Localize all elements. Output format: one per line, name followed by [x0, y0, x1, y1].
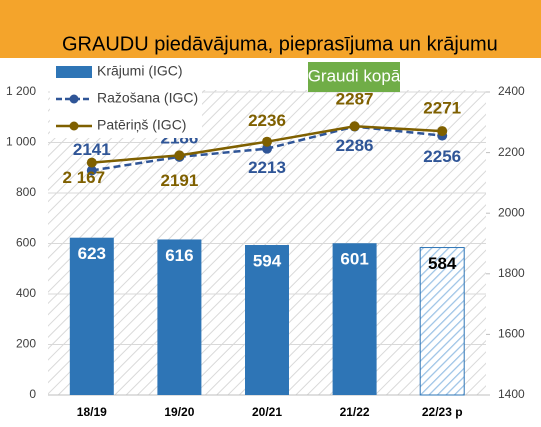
header-band: [0, 0, 541, 58]
bar: [157, 239, 202, 395]
line-value-label: 2256: [423, 147, 461, 166]
y-tick-label: 800: [16, 185, 36, 199]
x-tick-label: 18/19: [77, 405, 107, 419]
legend-label: Ražošana (IGC): [97, 90, 198, 106]
legend-swatch: [56, 66, 92, 78]
line-value-label: 2213: [248, 158, 286, 177]
bar: [419, 247, 465, 396]
bar-value-label: 601: [340, 250, 368, 269]
bar-value-label: 623: [78, 244, 106, 263]
plot: 0 200 400 600 800 1 000 1 200 1400 1600 1800 2000 2…: [6, 84, 525, 419]
y-tick-label: 400: [16, 286, 36, 300]
line-value-label: 2191: [160, 171, 198, 190]
bar-value-label: 584: [428, 254, 457, 273]
y2-tick-label: 2000: [498, 205, 525, 219]
legend-label: Krājumi (IGC): [97, 63, 183, 79]
y-tick-label: 1 000: [6, 135, 36, 149]
y2-tick-label: 2400: [498, 84, 525, 98]
x-tick-label: 21/22: [340, 405, 370, 419]
y-tick-label: 1 200: [6, 84, 36, 98]
x-tick-label: 19/20: [164, 405, 194, 419]
legend-marker: [69, 94, 79, 104]
line-value-label: 2286: [336, 136, 374, 155]
y2-tick-label: 1600: [498, 327, 525, 341]
legend-label: Patēriņš (IGC): [97, 117, 186, 133]
bar-value-label: 616: [165, 246, 193, 265]
line-marker: [262, 143, 272, 154]
line-value-label: 2141: [73, 140, 111, 159]
y2-tick-label: 1400: [498, 387, 525, 401]
x-tick-label: 20/21: [252, 405, 282, 419]
line-value-label: 2287: [336, 90, 374, 109]
line-marker: [262, 136, 272, 147]
line-marker: [437, 126, 448, 137]
y2-tick-label: 2200: [498, 145, 525, 159]
y-tick-label: 0: [29, 387, 36, 401]
line-value-label: 2271: [423, 99, 461, 118]
legend: Krājumi (IGC) Ražošana (IGC) Patēriņš (IGC…: [56, 63, 198, 133]
line-value-label: 2 167: [63, 168, 106, 187]
x-tick-label: 22/23 p: [422, 405, 463, 419]
bar: [245, 245, 289, 395]
line-value-label: 2236: [248, 111, 286, 130]
annotation-box: [308, 62, 400, 92]
bar: [69, 237, 114, 395]
y2-tick-label: 1800: [498, 266, 525, 280]
bar: [332, 243, 377, 395]
chart-title: GRAUDU piedāvājuma, pieprasījuma un krāj…: [62, 33, 498, 55]
line-marker: [349, 121, 360, 132]
y-tick-label: 600: [16, 236, 36, 250]
line-marker: [174, 150, 185, 161]
line-marker: [86, 157, 97, 168]
line-marker: [86, 165, 97, 176]
legend-marker: [69, 121, 79, 131]
bar-value-label: 594: [253, 251, 282, 270]
y-tick-label: 200: [16, 337, 36, 351]
annotation: Graudi kopā: [308, 66, 401, 85]
